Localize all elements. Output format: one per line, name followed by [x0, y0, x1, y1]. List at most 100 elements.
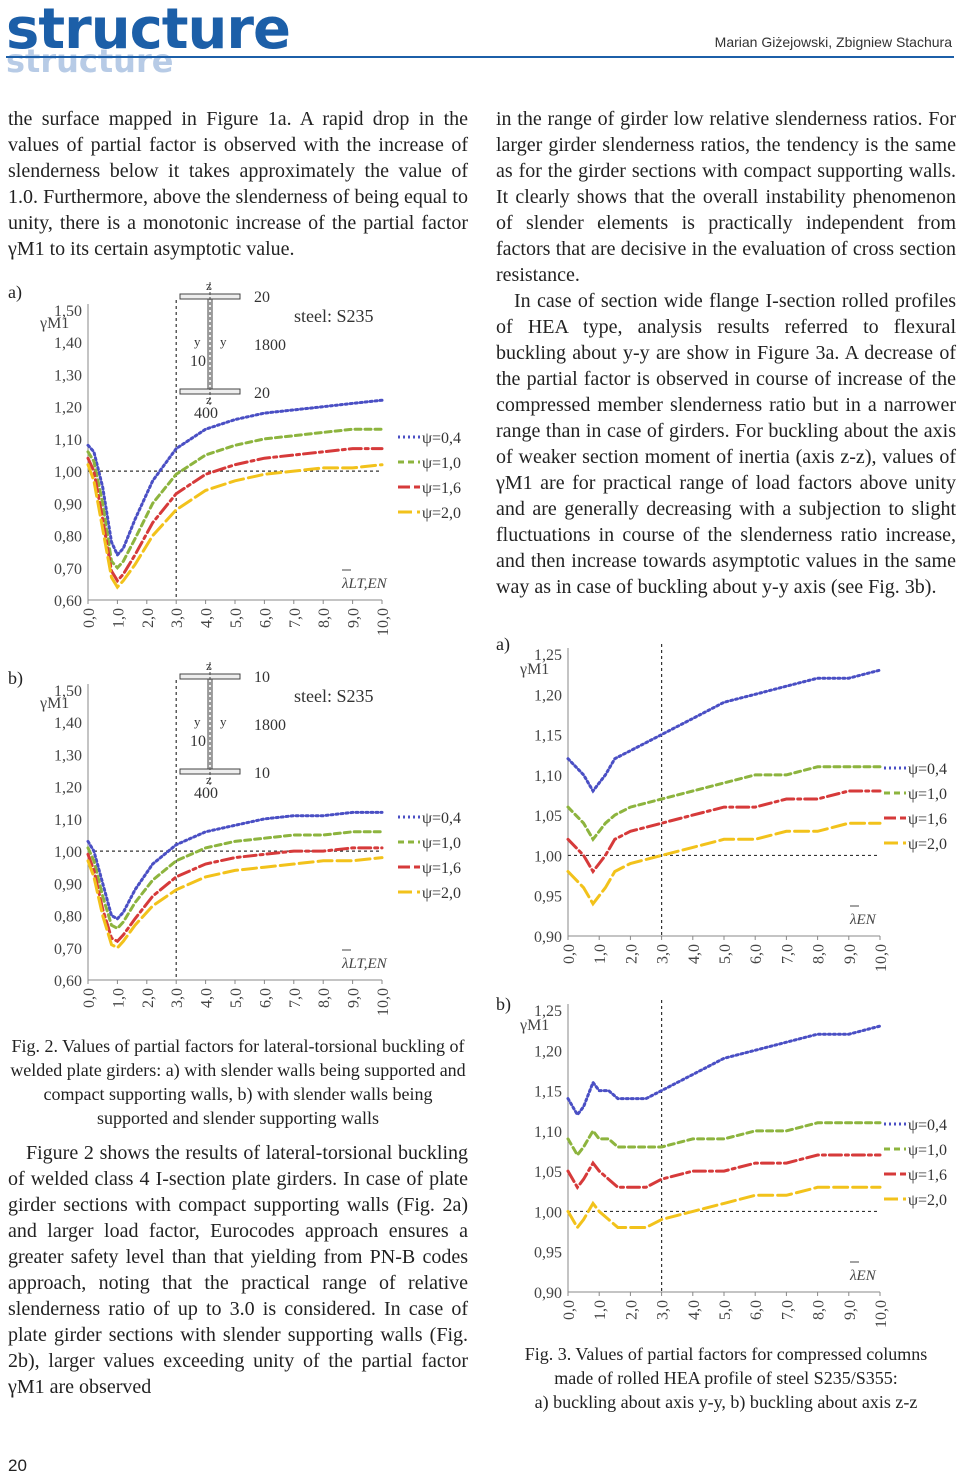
- x-tick-label: 10,0: [873, 1300, 890, 1328]
- section-y-label-right: y: [220, 714, 227, 729]
- x-tick-label: 1,0: [592, 1300, 609, 1320]
- legend-label: ψ=1,6: [908, 811, 947, 828]
- y-tick-label: 1,30: [54, 747, 82, 764]
- section-width: 400: [194, 785, 218, 802]
- steel-label: steel: S235: [294, 306, 374, 326]
- series-line: [86, 463, 384, 590]
- x-tick-label: 8,0: [811, 944, 828, 964]
- y-tick-label: 1,00: [534, 848, 562, 865]
- y-tick-label: 1,00: [54, 844, 82, 861]
- series-line: [86, 856, 384, 950]
- fig2b-chart: 1,50 1,40 1,30 1,20 1,10 1,00 0,90 0,80 0,70 0,60…: [39, 658, 461, 1016]
- legend-label: ψ=2,0: [422, 885, 461, 902]
- x-tick-label: 2,0: [623, 944, 640, 964]
- y-tick-label: 1,15: [534, 728, 562, 745]
- series-line: [86, 830, 384, 931]
- journal-logo: structure structure: [6, 0, 291, 80]
- x-tick-label: 9,0: [346, 608, 363, 628]
- x-tick-label: 5,0: [228, 988, 245, 1008]
- page-number: 20: [8, 1456, 27, 1475]
- x-tick-label: 8,0: [316, 988, 333, 1008]
- y-tick-label: 1,40: [54, 715, 82, 732]
- section-z-label-bottom: z: [206, 772, 212, 787]
- paragraph: Figure 2 shows the results of lateral-to…: [8, 1142, 468, 1398]
- series-line: [566, 821, 882, 907]
- section-z-label-top: z: [206, 278, 212, 293]
- x-tick-label: 0,0: [81, 608, 98, 628]
- series-line: [566, 765, 882, 842]
- x-axis-label: λEN: [849, 1268, 877, 1284]
- legend-label: ψ=1,0: [422, 835, 461, 852]
- y-tick-label: 0,80: [54, 909, 82, 926]
- legend-label: ψ=1,6: [908, 1167, 947, 1184]
- fig3b-chart: 1,25 1,20 1,15 1,10 1,05 1,00 0,95 0,900,0 1,0 2,…: [519, 1000, 947, 1328]
- right-column-text: in the range of girder low relative slen…: [496, 106, 956, 600]
- x-tick-label: 1,0: [110, 608, 127, 628]
- x-axis-label: λLT,EN: [341, 576, 388, 592]
- x-tick-label: 3,0: [655, 1300, 672, 1320]
- x-tick-label: 9,0: [842, 1300, 859, 1320]
- y-tick-label: 0,90: [534, 1285, 562, 1302]
- section-web-height: 1800: [254, 337, 286, 354]
- legend-label: ψ=0,4: [422, 430, 461, 447]
- logo-shadow-text: structure: [6, 42, 174, 80]
- y-tick-label: 1,20: [54, 400, 82, 417]
- x-tick-label: 8,0: [316, 608, 333, 628]
- y-tick-label: 0,95: [534, 1245, 562, 1262]
- x-tick-label: 1,0: [592, 944, 609, 964]
- series-line: [566, 1024, 882, 1118]
- y-tick-label: 1,00: [54, 464, 82, 481]
- y-tick-label: 1,50: [54, 683, 82, 700]
- legend-label: ψ=1,6: [422, 480, 461, 497]
- y-tick-label: 1,05: [534, 1164, 562, 1181]
- legend-label: ψ=2,0: [908, 1192, 947, 1209]
- x-tick-label: 5,0: [228, 608, 245, 628]
- section-web-height: 1800: [254, 717, 286, 734]
- x-tick-label: 3,0: [655, 944, 672, 964]
- section-y-label-right: y: [220, 334, 227, 349]
- x-tick-label: 9,0: [346, 988, 363, 1008]
- y-tick-label: 0,70: [54, 561, 82, 578]
- x-tick-label: 10,0: [375, 608, 392, 636]
- legend-label: ψ=1,0: [908, 786, 947, 803]
- legend-label: ψ=1,0: [422, 455, 461, 472]
- section-y-label-left: y: [194, 714, 201, 729]
- x-tick-label: 5,0: [717, 1300, 734, 1320]
- fig2a-chart: 1,50 1,40 1,30 1,20 1,10 1,00 0,90 0,80 0,70 0,60…: [39, 278, 461, 636]
- y-tick-label: 0,90: [534, 929, 562, 946]
- series-line: [566, 668, 882, 794]
- y-tick-label: 0,60: [54, 593, 82, 610]
- y-tick-label: 1,10: [54, 432, 82, 449]
- legend-label: ψ=0,4: [908, 761, 947, 778]
- x-axis-label: λLT,EN: [341, 956, 388, 972]
- y-tick-label: 1,25: [534, 647, 562, 664]
- fig2a-label: a): [8, 282, 22, 302]
- logo-text: structure: [6, 0, 291, 62]
- y-tick-label: 1,10: [534, 1124, 562, 1141]
- y-tick-label: 1,25: [534, 1003, 562, 1020]
- section-z-label-bottom: z: [206, 392, 212, 407]
- fig3-caption: Fig. 3. Values of partial factors for co…: [496, 1342, 956, 1414]
- y-tick-label: 0,90: [54, 496, 82, 513]
- steel-label: steel: S235: [294, 686, 374, 706]
- series-line: [86, 846, 384, 944]
- fig2-caption: Fig. 2. Values of partial factors for la…: [10, 1036, 466, 1128]
- y-tick-label: 1,20: [534, 687, 562, 704]
- y-axis-label: γM1: [39, 315, 69, 332]
- legend-label: ψ=2,0: [422, 505, 461, 522]
- x-tick-label: 10,0: [873, 944, 890, 972]
- x-tick-label: 6,0: [748, 1300, 765, 1320]
- section-y-label-left: y: [194, 334, 201, 349]
- y-tick-label: 0,90: [54, 876, 82, 893]
- section-flange-bottom-thickness: 20: [254, 385, 270, 402]
- y-tick-label: 1,20: [54, 780, 82, 797]
- legend-label: ψ=1,6: [422, 860, 461, 877]
- x-tick-label: 4,0: [199, 608, 216, 628]
- left-column-top-text: the surface mapped in Figure 1a. A rapid…: [8, 106, 468, 262]
- y-tick-label: 1,00: [534, 1204, 562, 1221]
- x-tick-label: 0,0: [81, 988, 98, 1008]
- series-line: [566, 789, 882, 875]
- y-tick-label: 0,95: [534, 889, 562, 906]
- x-tick-label: 6,0: [257, 608, 274, 628]
- fig3b-label: b): [496, 994, 511, 1014]
